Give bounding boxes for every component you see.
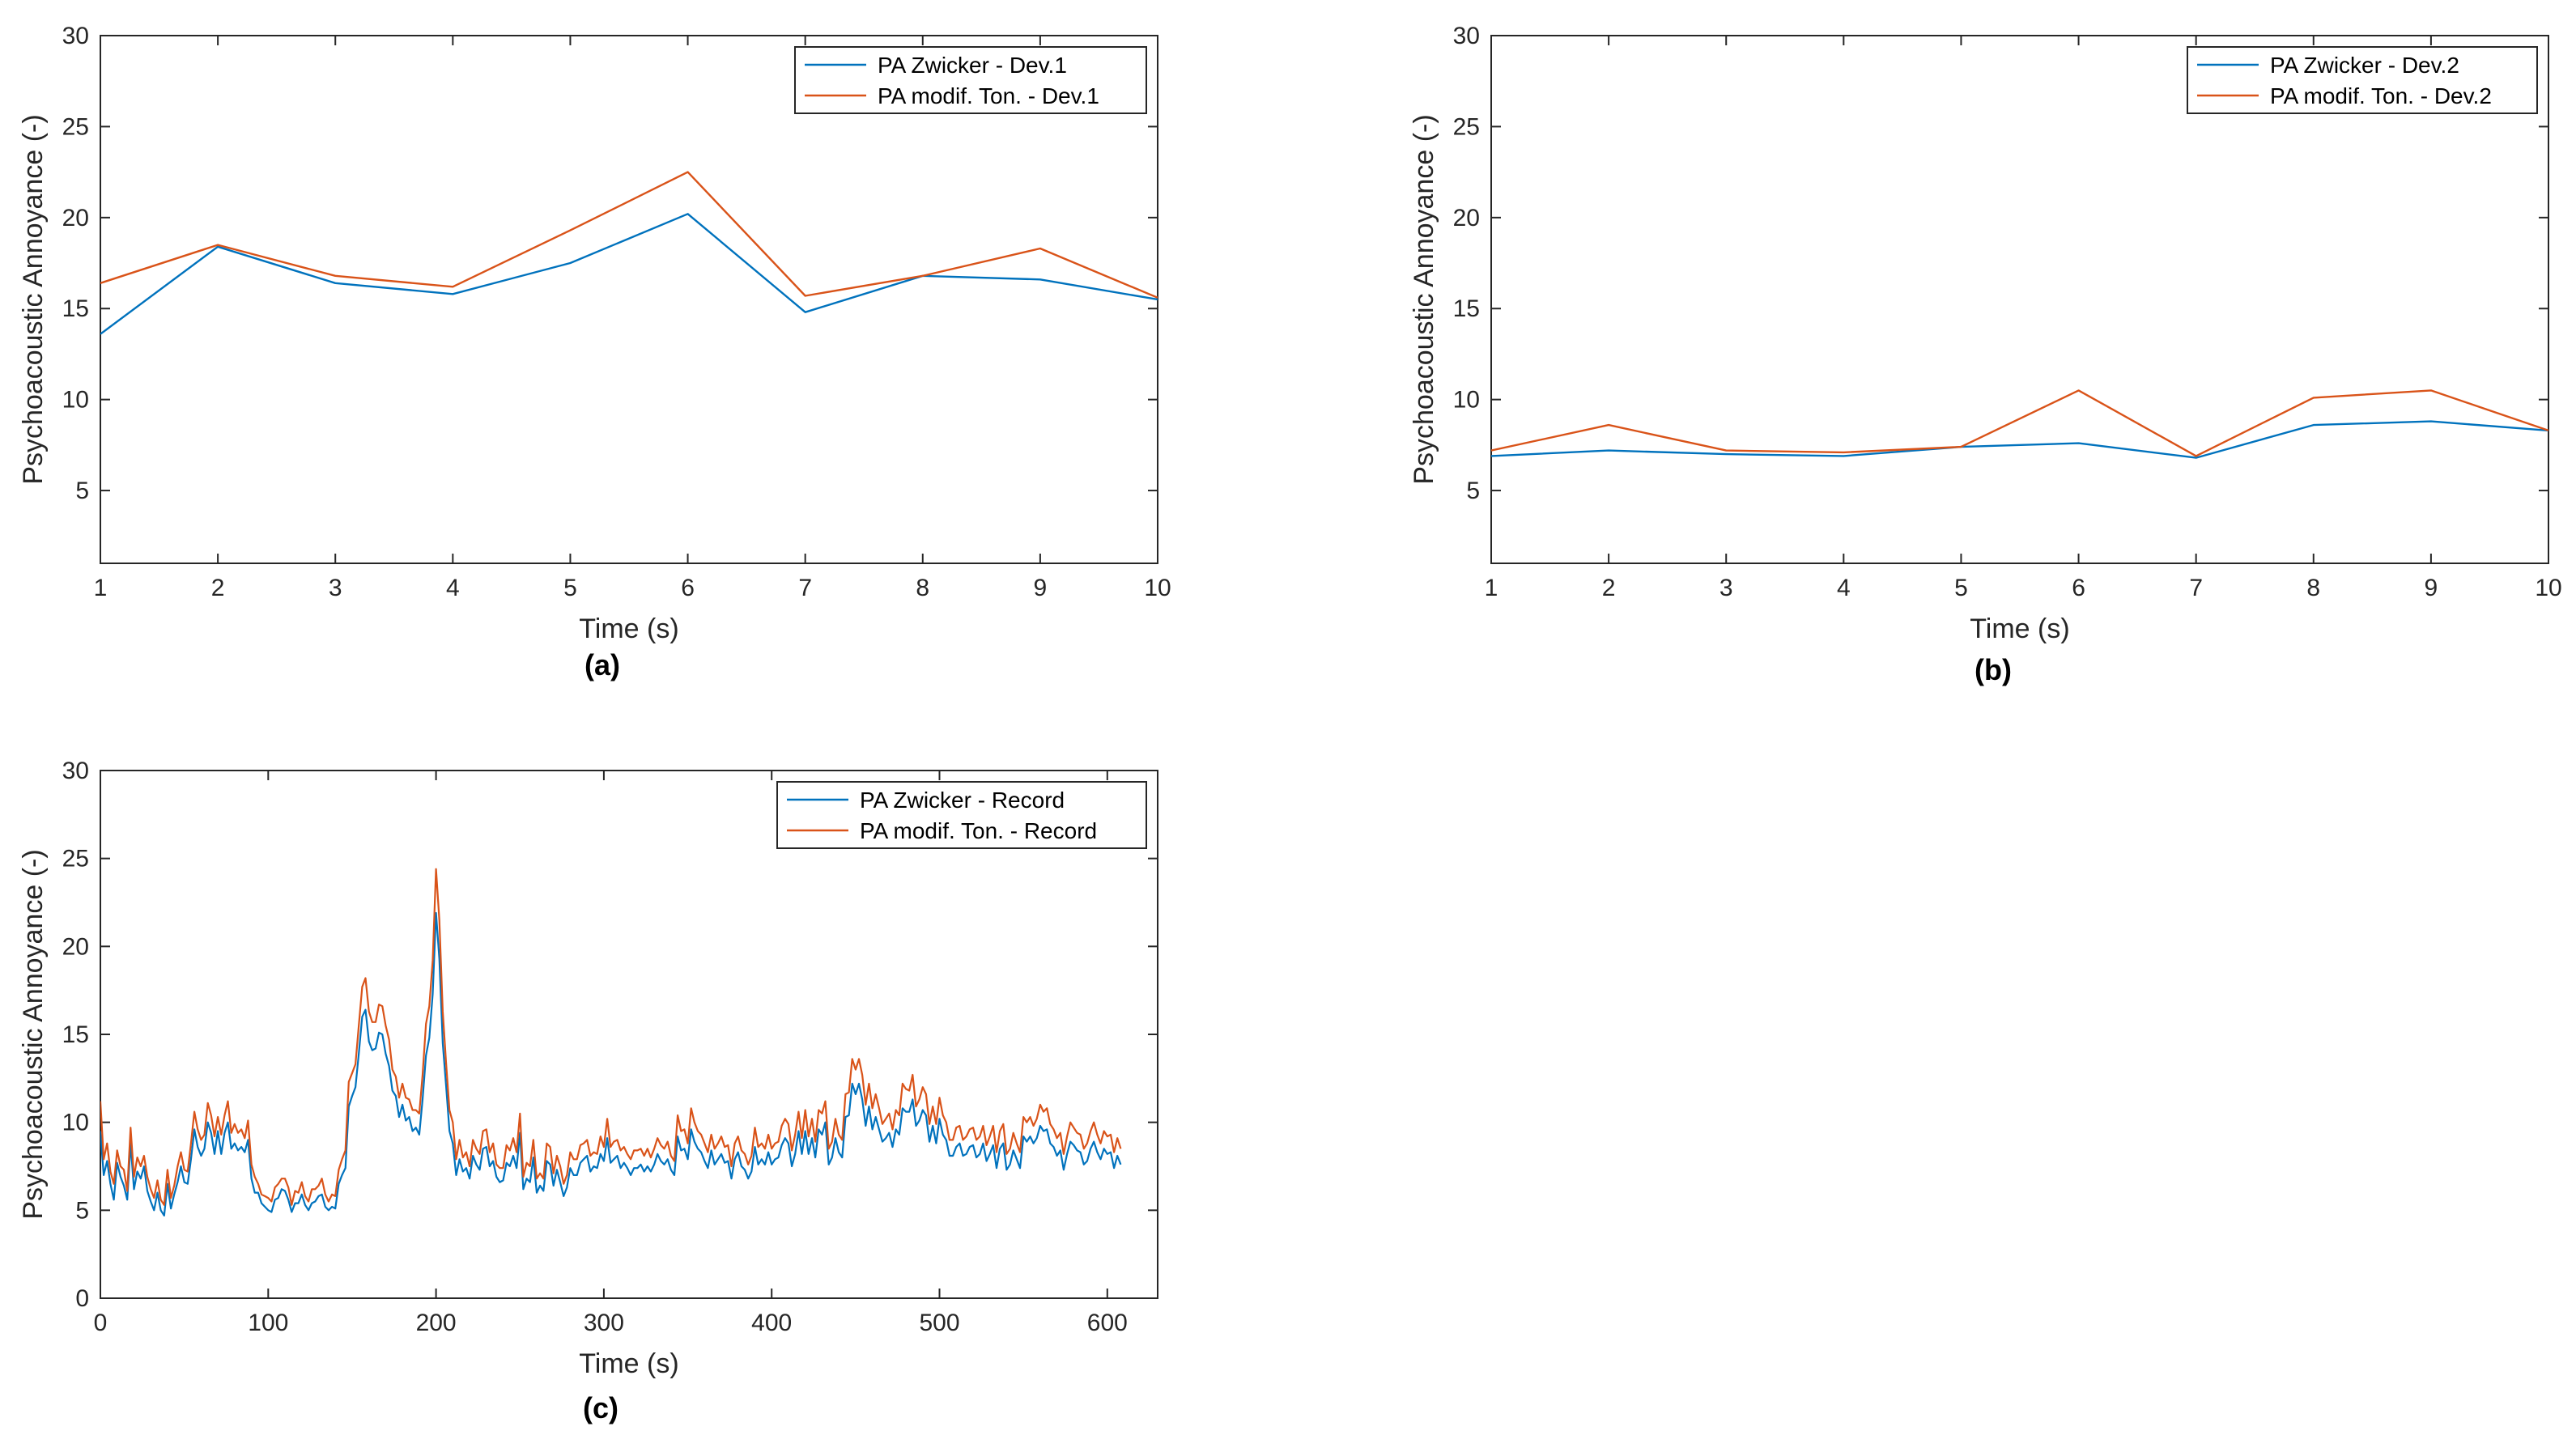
series-line-1: [100, 911, 1122, 1217]
x-tick-label: 7: [798, 575, 812, 601]
plot-area: [100, 770, 1158, 1299]
y-tick-label: 0: [75, 1285, 89, 1312]
y-tick-label: 15: [62, 295, 89, 322]
x-tick-label: 9: [1034, 575, 1048, 601]
legend-box: [2187, 46, 2538, 114]
y-tick-label: 30: [1453, 23, 1480, 49]
legend-entry: PA modif. Ton. - Dev.2: [2270, 83, 2492, 108]
x-tick-label: 5: [563, 575, 577, 601]
x-tick-label: 400: [751, 1310, 792, 1336]
y-tick-label: 30: [62, 758, 89, 784]
series-line-2: [100, 171, 1158, 299]
x-tick-label: 500: [919, 1310, 959, 1336]
x-tick-label: 10: [2535, 575, 2561, 601]
x-tick-label: 8: [916, 575, 929, 601]
y-axis-label: Psychoacoustic Annoyance (-): [1409, 114, 1439, 484]
x-tick-label: 300: [584, 1310, 624, 1336]
plot-area: [1490, 35, 2549, 564]
series-line-2: [100, 868, 1122, 1206]
y-tick-label: 20: [62, 205, 89, 231]
x-tick-label: 6: [681, 575, 695, 601]
y-tick-label: 10: [1453, 387, 1480, 414]
x-tick-label: 10: [1144, 575, 1171, 601]
y-tick-label: 5: [75, 1197, 89, 1224]
x-axis-label: Time (s): [579, 613, 678, 644]
x-tick-label: 0: [94, 1310, 108, 1336]
chart-c: 0 100 200 300 400 500 600 0 5 10 15 20 25 30 Time (s) P…: [18, 758, 1158, 1424]
series-line-1: [1491, 420, 2548, 459]
x-tick-label: 4: [1837, 575, 1851, 601]
caption: (b): [1975, 653, 2012, 686]
legend-box: [794, 46, 1147, 114]
plot-area: [100, 35, 1158, 564]
x-tick-label: 600: [1087, 1310, 1128, 1336]
x-tick-label: 4: [446, 575, 460, 601]
caption: (a): [584, 648, 620, 681]
x-tick-label: 7: [2189, 575, 2203, 601]
x-axis-label: Time (s): [579, 1348, 678, 1379]
legend-entry: PA modif. Ton. - Dev.1: [878, 83, 1099, 108]
x-tick-label: 6: [2072, 575, 2085, 601]
legend-box: [776, 781, 1147, 849]
y-tick-label: 30: [62, 23, 89, 49]
x-tick-label: 8: [2306, 575, 2320, 601]
legend-entry: PA modif. Ton. - Record: [860, 818, 1097, 843]
x-tick-label: 5: [1954, 575, 1968, 601]
x-tick-label: 3: [329, 575, 342, 601]
y-tick-label: 25: [62, 113, 89, 140]
x-tick-label: 1: [1485, 575, 1498, 601]
y-tick-label: 5: [75, 478, 89, 504]
legend: PA Zwicker - Dev.2 PA modif. Ton. - Dev.2: [2187, 46, 2538, 114]
x-tick-label: 9: [2425, 575, 2438, 601]
legend-entry: PA Zwicker - Record: [860, 788, 1065, 813]
x-axis-label: Time (s): [1970, 613, 2069, 644]
y-tick-label: 25: [62, 846, 89, 872]
y-tick-label: 25: [1453, 113, 1480, 140]
x-tick-label: 200: [416, 1310, 457, 1336]
chart-a: 1 2 3 4 5 6 7 8 9 10 5 10 15 20 25 30 Time (s) Psychoacou…: [18, 23, 1171, 681]
y-tick-label: 20: [1453, 205, 1480, 231]
x-tick-label: 100: [248, 1310, 288, 1336]
y-tick-label: 10: [62, 1110, 89, 1136]
legend-entry: PA Zwicker - Dev.2: [2270, 53, 2459, 78]
y-tick-label: 20: [62, 933, 89, 960]
legend: PA Zwicker - Record PA modif. Ton. - Reco…: [776, 781, 1147, 849]
x-tick-label: 1: [94, 575, 108, 601]
legend: PA Zwicker - Dev.1 PA modif. Ton. - Dev.1: [794, 46, 1147, 114]
y-tick-label: 15: [1453, 295, 1480, 322]
y-axis-label: Psychoacoustic Annoyance (-): [18, 849, 49, 1219]
legend-entry: PA Zwicker - Dev.1: [878, 53, 1067, 78]
y-axis-label: Psychoacoustic Annoyance (-): [18, 114, 49, 484]
y-tick-label: 10: [62, 387, 89, 414]
x-tick-label: 2: [211, 575, 225, 601]
x-tick-label: 3: [1719, 575, 1733, 601]
y-tick-label: 5: [1466, 478, 1480, 504]
chart-b: 1 2 3 4 5 6 7 8 9 10 5 10 15 20 25 30 Time (s) Psychoacou…: [1409, 23, 2562, 686]
caption: (c): [583, 1391, 618, 1424]
y-tick-label: 15: [62, 1021, 89, 1048]
series-line-2: [1491, 389, 2548, 457]
x-tick-label: 2: [1602, 575, 1616, 601]
series-line-1: [100, 213, 1158, 335]
